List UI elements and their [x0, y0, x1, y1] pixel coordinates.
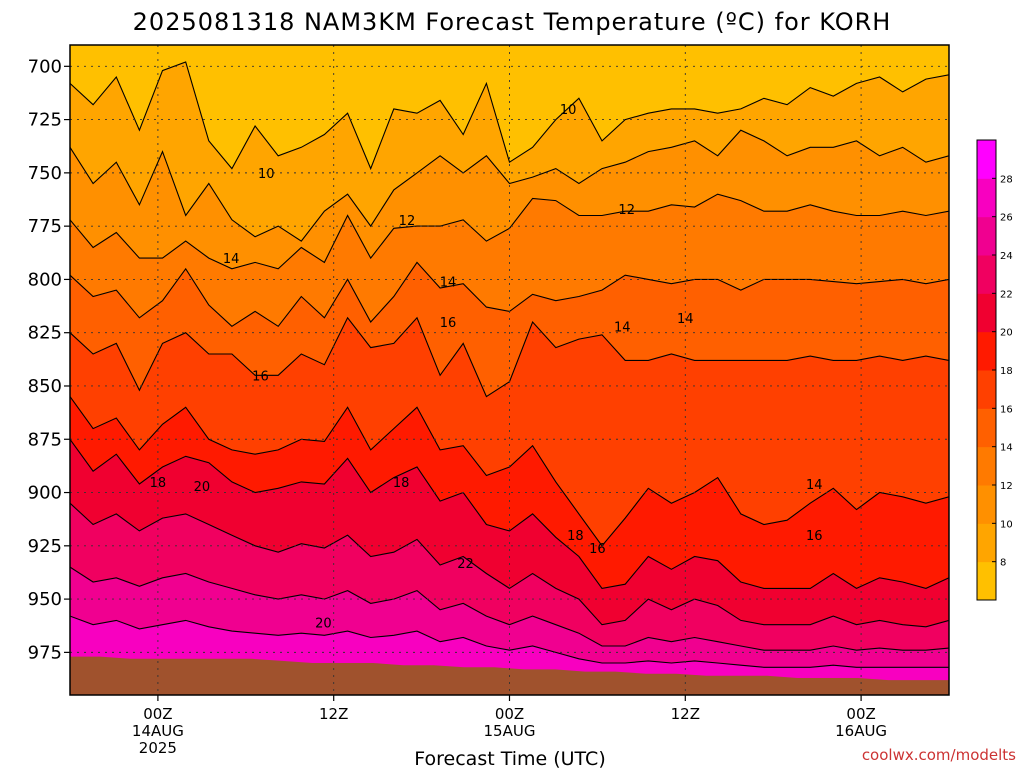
colorbar-tick-label: 8 [1000, 558, 1006, 569]
contour-label: 16 [806, 529, 823, 544]
colorbar-swatch [977, 178, 996, 218]
x-tick-label: 2025 [139, 739, 177, 757]
contour-line-26 [70, 566, 949, 651]
colorbar-swatch [977, 255, 996, 294]
contour-line-12 [70, 129, 949, 242]
y-tick-label: 950 [28, 589, 62, 610]
colorbar-swatch [977, 216, 996, 256]
contour-line-28 [70, 615, 949, 668]
colorbar-tick-label: 10 [1000, 519, 1013, 530]
x-tick-label: 00Z [143, 705, 172, 723]
chart-title: 2025081318 NAM3KM Forecast Temperature (… [133, 8, 892, 36]
contour-label: 16 [589, 542, 606, 557]
y-tick-label: 850 [28, 376, 62, 397]
x-tick-label: 16AUG [835, 722, 887, 740]
colorbar-swatch [977, 331, 996, 371]
y-tick-label: 700 [28, 56, 62, 77]
colorbar-swatch [977, 370, 996, 409]
contour-label: 12 [618, 203, 635, 218]
contour-label: 14 [440, 276, 457, 291]
colorbar-swatch [977, 408, 996, 448]
colorbar-tick-label: 26 [1000, 213, 1013, 224]
colorbar-tick-label: 22 [1000, 289, 1013, 300]
contour-label: 16 [440, 316, 457, 331]
y-tick-label: 925 [28, 536, 62, 557]
contour-label: 16 [252, 369, 269, 384]
contour-label: 10 [258, 167, 275, 182]
colorbar-swatch [977, 485, 996, 524]
x-tick-label: 15AUG [484, 722, 536, 740]
colorbar-tick-label: 28 [1000, 174, 1013, 185]
contour-label: 10 [560, 103, 577, 118]
x-axis-title: Forecast Time (UTC) [414, 748, 605, 768]
contour-label: 20 [194, 480, 211, 495]
y-tick-label: 775 [28, 216, 62, 237]
colorbar-tick-label: 20 [1000, 328, 1013, 339]
contour-label: 14 [677, 312, 694, 327]
contour-line-10 [70, 61, 949, 171]
contour-line-22 [70, 438, 949, 590]
colorbar-tick-label: 14 [1000, 443, 1013, 454]
y-tick-label: 875 [28, 429, 62, 450]
contour-label: 20 [315, 617, 332, 632]
contour-label: 12 [399, 214, 416, 229]
colorbar-swatch [977, 523, 996, 563]
contour-label: 14 [806, 478, 823, 493]
x-tick-label: 12Z [319, 705, 348, 723]
contour-line-24 [70, 502, 949, 628]
y-tick-label: 725 [28, 110, 62, 131]
colorbar-swatch [977, 561, 996, 601]
contour-label: 18 [567, 529, 584, 544]
credit-text: coolwx.com/modelts [862, 746, 1016, 764]
colorbar-swatch [977, 140, 996, 179]
colorbar-tick-label: 12 [1000, 481, 1013, 492]
colorbar-tick-label: 24 [1000, 251, 1013, 262]
y-tick-label: 900 [28, 483, 62, 504]
contour-label: 14 [614, 320, 631, 335]
x-tick-label: 00Z [846, 705, 875, 723]
contour-label: 18 [393, 476, 410, 491]
x-tick-label: 12Z [671, 705, 700, 723]
y-tick-label: 825 [28, 323, 62, 344]
y-tick-label: 975 [28, 642, 62, 663]
colorbar-swatch [977, 446, 996, 486]
y-tick-label: 800 [28, 269, 62, 290]
contour-label: 18 [150, 476, 167, 491]
y-tick-label: 750 [28, 163, 62, 184]
colorbar-tick-label: 16 [1000, 404, 1013, 415]
colorbar-tick-label: 18 [1000, 366, 1013, 377]
colorbar-swatch [977, 293, 996, 333]
contour-label: 22 [457, 557, 474, 572]
x-tick-label: 14AUG [132, 722, 184, 740]
contour-label: 14 [223, 252, 240, 267]
x-tick-label: 00Z [495, 705, 524, 723]
